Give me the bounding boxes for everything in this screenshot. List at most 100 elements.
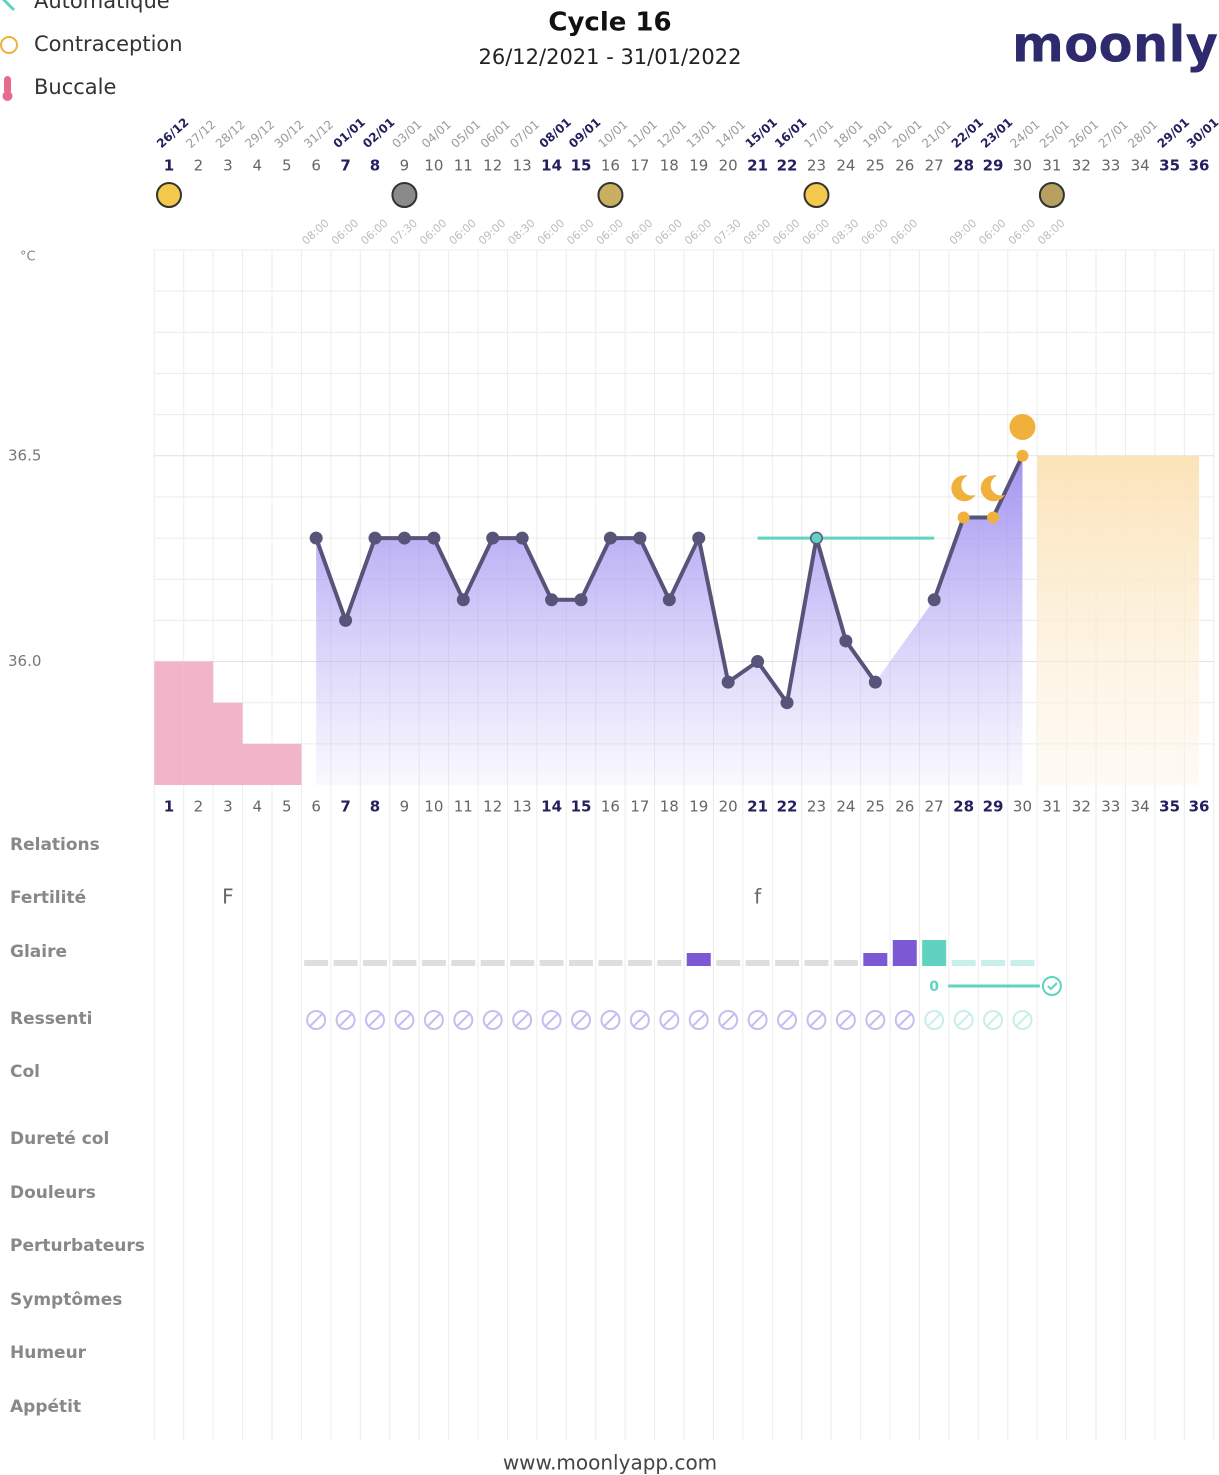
ressenti-icon (662, 1013, 677, 1027)
day-label: 33 (1101, 798, 1120, 816)
day-label: 17 (630, 157, 649, 175)
day-label: 14 (541, 157, 562, 175)
glaire-bar (775, 960, 800, 966)
footer: www.moonlyapp.com (503, 1451, 717, 1475)
temperature-point (751, 655, 765, 669)
ressenti-icon (629, 1010, 650, 1030)
moon-phase (156, 182, 182, 208)
day-label: 19 (689, 798, 708, 816)
day-label: 13 (513, 798, 532, 816)
ressenti-icon (924, 1010, 945, 1030)
date-label: 26/12 (154, 115, 191, 151)
day-label: 7 (340, 157, 350, 175)
time-label: 07:30 (388, 217, 420, 248)
time-label: 07:30 (711, 217, 743, 248)
day-label: 6 (311, 798, 321, 816)
day-label: 11 (454, 157, 473, 175)
ressenti-icon (423, 1010, 444, 1030)
ressenti-icon (397, 1013, 412, 1027)
time-label: 06:00 (976, 217, 1008, 248)
peak-label: 0 (929, 979, 939, 995)
glaire-bar (922, 940, 947, 966)
temperature-point (603, 531, 617, 545)
ressenti-icon (486, 1013, 500, 1027)
time-label: 06:00 (329, 217, 361, 248)
day-label: 28 (953, 798, 974, 816)
day-label: 5 (282, 157, 292, 175)
ressenti-icon (600, 1010, 621, 1030)
day-label: 21 (747, 157, 768, 175)
ressenti-icon (515, 1013, 529, 1027)
row-label: Humeur (10, 1343, 87, 1363)
ressenti-icon (309, 1013, 323, 1027)
day-label: 13 (513, 157, 532, 175)
time-label: 06:00 (653, 217, 685, 248)
row-label: Ressenti (10, 1009, 92, 1029)
day-label: 12 (483, 798, 502, 816)
day-label: 27 (925, 798, 944, 816)
row-label: Fertilité (10, 888, 86, 908)
time-label: 06:00 (859, 217, 891, 248)
glaire-bar (863, 953, 888, 966)
glaire-bar (657, 960, 682, 966)
glaire-bar (451, 960, 476, 966)
day-label: 8 (370, 798, 380, 816)
day-label: 34 (1131, 798, 1150, 816)
date-label: 05/01 (448, 117, 483, 151)
temperature-point (692, 531, 706, 545)
date-label: 06/01 (478, 117, 513, 151)
temperature-point (486, 531, 500, 545)
row-label: Col (10, 1062, 40, 1082)
day-label: 35 (1159, 798, 1180, 816)
date-label: 18/01 (831, 117, 866, 151)
ressenti-icon (777, 1010, 798, 1030)
day-label: 21 (747, 798, 768, 816)
temperature-point (1016, 449, 1029, 462)
ressenti-icon (927, 1013, 941, 1027)
period-bar (272, 743, 302, 785)
glaire-bar (981, 960, 1006, 966)
ressenti-icon (688, 1010, 709, 1030)
day-label: 3 (223, 798, 233, 816)
glaire-bar (569, 960, 594, 966)
forecast-band (1037, 455, 1200, 785)
day-label: 5 (282, 798, 292, 816)
date-label: 12/01 (654, 117, 689, 151)
day-label: 29 (983, 798, 1004, 816)
row-label: Douleurs (10, 1183, 96, 1203)
time-label: 06:00 (770, 217, 802, 248)
day-label: 30 (1013, 798, 1032, 816)
ressenti-icon (986, 1013, 1000, 1027)
day-label: 16 (601, 798, 620, 816)
time-label: 09:00 (947, 217, 979, 248)
day-label: 35 (1159, 157, 1180, 175)
row-label: Dureté col (10, 1129, 109, 1149)
ressenti-icon (659, 1010, 680, 1030)
time-label: 06:00 (682, 217, 714, 248)
ressenti-icon (365, 1010, 386, 1030)
ressenti-icon (898, 1013, 912, 1027)
day-label: 22 (777, 157, 798, 175)
day-label: 36 (1189, 798, 1210, 816)
date-label: 01/01 (331, 115, 368, 151)
ressenti-icon (806, 1010, 827, 1030)
time-label: 06:00 (447, 217, 479, 248)
date-label: 10/01 (595, 117, 630, 151)
temperature-point (574, 593, 588, 607)
temperature-point (868, 675, 882, 689)
time-label: 06:00 (417, 217, 449, 248)
ressenti-icon (956, 1013, 971, 1027)
ressenti-icon (427, 1013, 441, 1027)
date-label: 27/01 (1096, 117, 1131, 151)
day-label: 11 (454, 798, 473, 816)
legend-icon (2, 91, 13, 101)
glaire-bar (627, 960, 652, 966)
glaire-bar (304, 960, 329, 966)
temperature-point (780, 696, 794, 710)
time-label: 08:00 (741, 217, 773, 248)
ressenti-icon (541, 1010, 562, 1030)
ressenti-icon (865, 1010, 886, 1030)
day-label: 20 (719, 157, 738, 175)
legend-icon (4, 76, 11, 94)
date-label: 02/01 (360, 115, 397, 151)
